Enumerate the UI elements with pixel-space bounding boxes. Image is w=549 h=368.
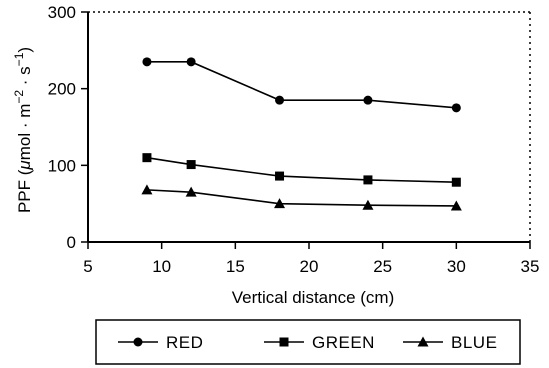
data-point-green [363,175,373,185]
data-point-blue [450,200,462,211]
legend-item-green: GREEN [264,333,375,352]
y-axis-title-exp-m: −2 [12,90,26,104]
series-green [142,153,461,187]
x-tick-label: 15 [226,257,245,276]
data-point-red [142,57,152,67]
x-axis-title: Vertical distance (cm) [232,288,395,307]
legend-label-blue: BLUE [451,333,497,352]
y-tick-label: 300 [48,3,76,22]
y-axis-title-mu: μ [15,160,34,171]
y-tick-label: 100 [48,156,76,175]
legend-box [95,319,521,365]
data-point-green [142,153,152,163]
legend: RED GREEN BLUE [95,319,521,365]
y-axis-title-exp-s: −1 [12,52,26,66]
y-axis-title-unit-m: mol · m [15,104,34,161]
legend-label-green: GREEN [312,333,375,352]
x-tick-label: 10 [152,257,171,276]
data-point-blue [362,199,374,210]
data-point-blue [274,198,286,209]
series-blue [141,184,462,211]
y-axis-title-close: ) [15,47,34,53]
legend-marker-blue [417,336,429,347]
legend-marker-red [133,337,143,347]
data-point-green [186,160,196,170]
data-point-blue [185,186,197,197]
data-point-blue [141,184,153,195]
data-point-green [275,171,285,181]
data-point-red [186,57,196,67]
x-tick-label: 20 [300,257,319,276]
data-point-red [363,95,373,105]
legend-item-blue: BLUE [403,333,497,352]
x-tick-label: 30 [447,257,466,276]
x-tick-label: 35 [521,257,540,276]
y-axis-title: PPF (μmol · m−2 · s−1) [12,47,34,213]
legend-label-red: RED [166,333,203,352]
x-ticks: 5 10 15 20 25 30 35 [83,242,539,276]
x-tick-label: 25 [373,257,392,276]
data-point-red [451,103,461,113]
legend-item-red: RED [118,333,203,352]
series-red [142,57,461,113]
data-point-green [451,177,461,187]
y-axis-title-unit-s: · s [15,66,34,90]
legend-marker-green [279,337,289,347]
series-layer [141,57,462,211]
data-point-red [275,95,285,105]
x-tick-label: 5 [83,257,92,276]
y-tick-label: 200 [48,80,76,99]
y-tick-label: 0 [67,233,76,252]
y-axis-title-prefix: PPF ( [15,169,34,213]
plot-frame [87,11,531,243]
y-ticks: 0 100 200 300 [48,3,88,252]
series-line-red [146,61,457,109]
